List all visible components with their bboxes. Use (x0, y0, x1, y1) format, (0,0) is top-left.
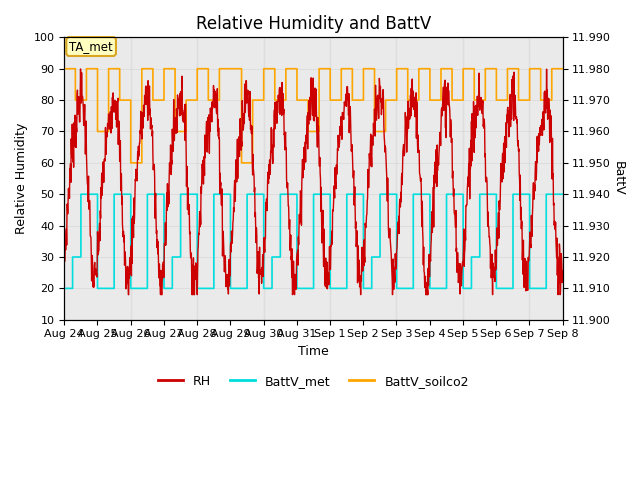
X-axis label: Time: Time (298, 345, 329, 358)
Bar (396, 37, 463, 320)
Text: TA_met: TA_met (69, 40, 113, 53)
Bar (131, 37, 197, 320)
Bar (529, 37, 563, 320)
Bar (264, 37, 330, 320)
Legend: RH, BattV_met, BattV_soilco2: RH, BattV_met, BattV_soilco2 (153, 370, 474, 393)
Title: Relative Humidity and BattV: Relative Humidity and BattV (196, 15, 431, 33)
Bar (463, 37, 529, 320)
Bar (64, 37, 131, 320)
Bar (330, 37, 396, 320)
Y-axis label: BattV: BattV (612, 161, 625, 196)
Y-axis label: Relative Humidity: Relative Humidity (15, 123, 28, 234)
Bar (197, 37, 264, 320)
